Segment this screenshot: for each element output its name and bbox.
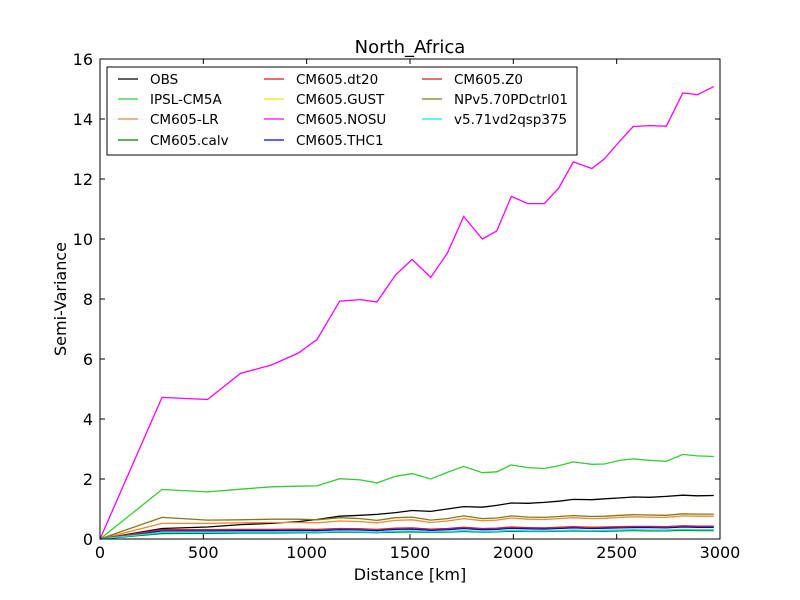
legend-label: CM605.THC1 [296,133,384,149]
legend: OBS IPSL-CM5A CM605-LR CM605.calv CM605.dt20… [106,66,578,156]
series-line-cm605-nosu [99,86,715,540]
legend-entry: CM605.GUST [264,92,385,108]
legend-label: CM605.NOSU [296,112,386,128]
legend-entry: CM605.dt20 [264,72,378,88]
series-line-cm605-lr [99,515,714,540]
series-layer [99,86,715,540]
y-tick-label: 6 [83,350,93,369]
legend-label: v5.71vd2qsp375 [454,112,567,128]
y-axis-label: Semi-Variance [51,242,70,356]
x-axis-label: Distance [km] [354,565,466,584]
y-tick-label: 12 [73,170,93,189]
x-tick-label: 0 [95,543,105,562]
series-line-obs [99,494,714,540]
y-tick-label: 16 [73,50,93,69]
y-tick-label: 14 [73,110,93,129]
legend-entry: v5.71vd2qsp375 [422,112,567,128]
legend-label: CM605.dt20 [296,72,378,88]
series-line-npv5-70pdctrl01 [99,513,714,540]
x-tick-label: 2500 [596,543,637,562]
legend-label: NPv5.70PDctrl01 [454,92,568,108]
legend-entry: CM605.THC1 [264,133,384,149]
series-line-v5-71vd2qsp375 [99,528,714,540]
legend-entry: CM605.Z0 [422,72,523,88]
y-tick-label: 10 [73,230,93,249]
y-tick-label: 8 [83,290,93,309]
legend-label: CM605.GUST [296,92,385,108]
legend-label: CM605.calv [150,133,229,149]
x-tick-label: 1000 [286,543,327,562]
legend-entry: IPSL-CM5A [118,92,223,108]
x-tick-label: 1500 [390,543,431,562]
x-tick-label: 3000 [700,543,741,562]
axis-ticks: 0 500 1000 1500 2000 2500 3000 0 2 4 6 8 10 12 14 16 [73,50,741,562]
y-tick-label: 2 [83,470,93,489]
legend-label: OBS [150,72,178,88]
legend-frame [106,66,578,156]
legend-label: IPSL-CM5A [150,92,223,108]
series-line-cm605-thc1 [99,526,714,540]
legend-entry: CM605-LR [118,112,219,128]
chart-title: North_Africa [355,37,466,58]
legend-label: CM605-LR [150,112,219,128]
legend-entry: CM605.calv [118,133,229,149]
y-tick-label: 0 [83,530,93,549]
series-line-ipsl-cm5a [99,453,714,540]
y-tick-label: 4 [83,410,93,429]
legend-entry: NPv5.70PDctrl01 [422,92,568,108]
legend-label: CM605.Z0 [454,72,523,88]
legend-entry: CM605.NOSU [264,112,386,128]
x-tick-label: 500 [188,543,219,562]
x-tick-label: 2000 [493,543,534,562]
legend-entry: OBS [118,72,178,88]
series-line-cm605-z0 [99,525,714,540]
